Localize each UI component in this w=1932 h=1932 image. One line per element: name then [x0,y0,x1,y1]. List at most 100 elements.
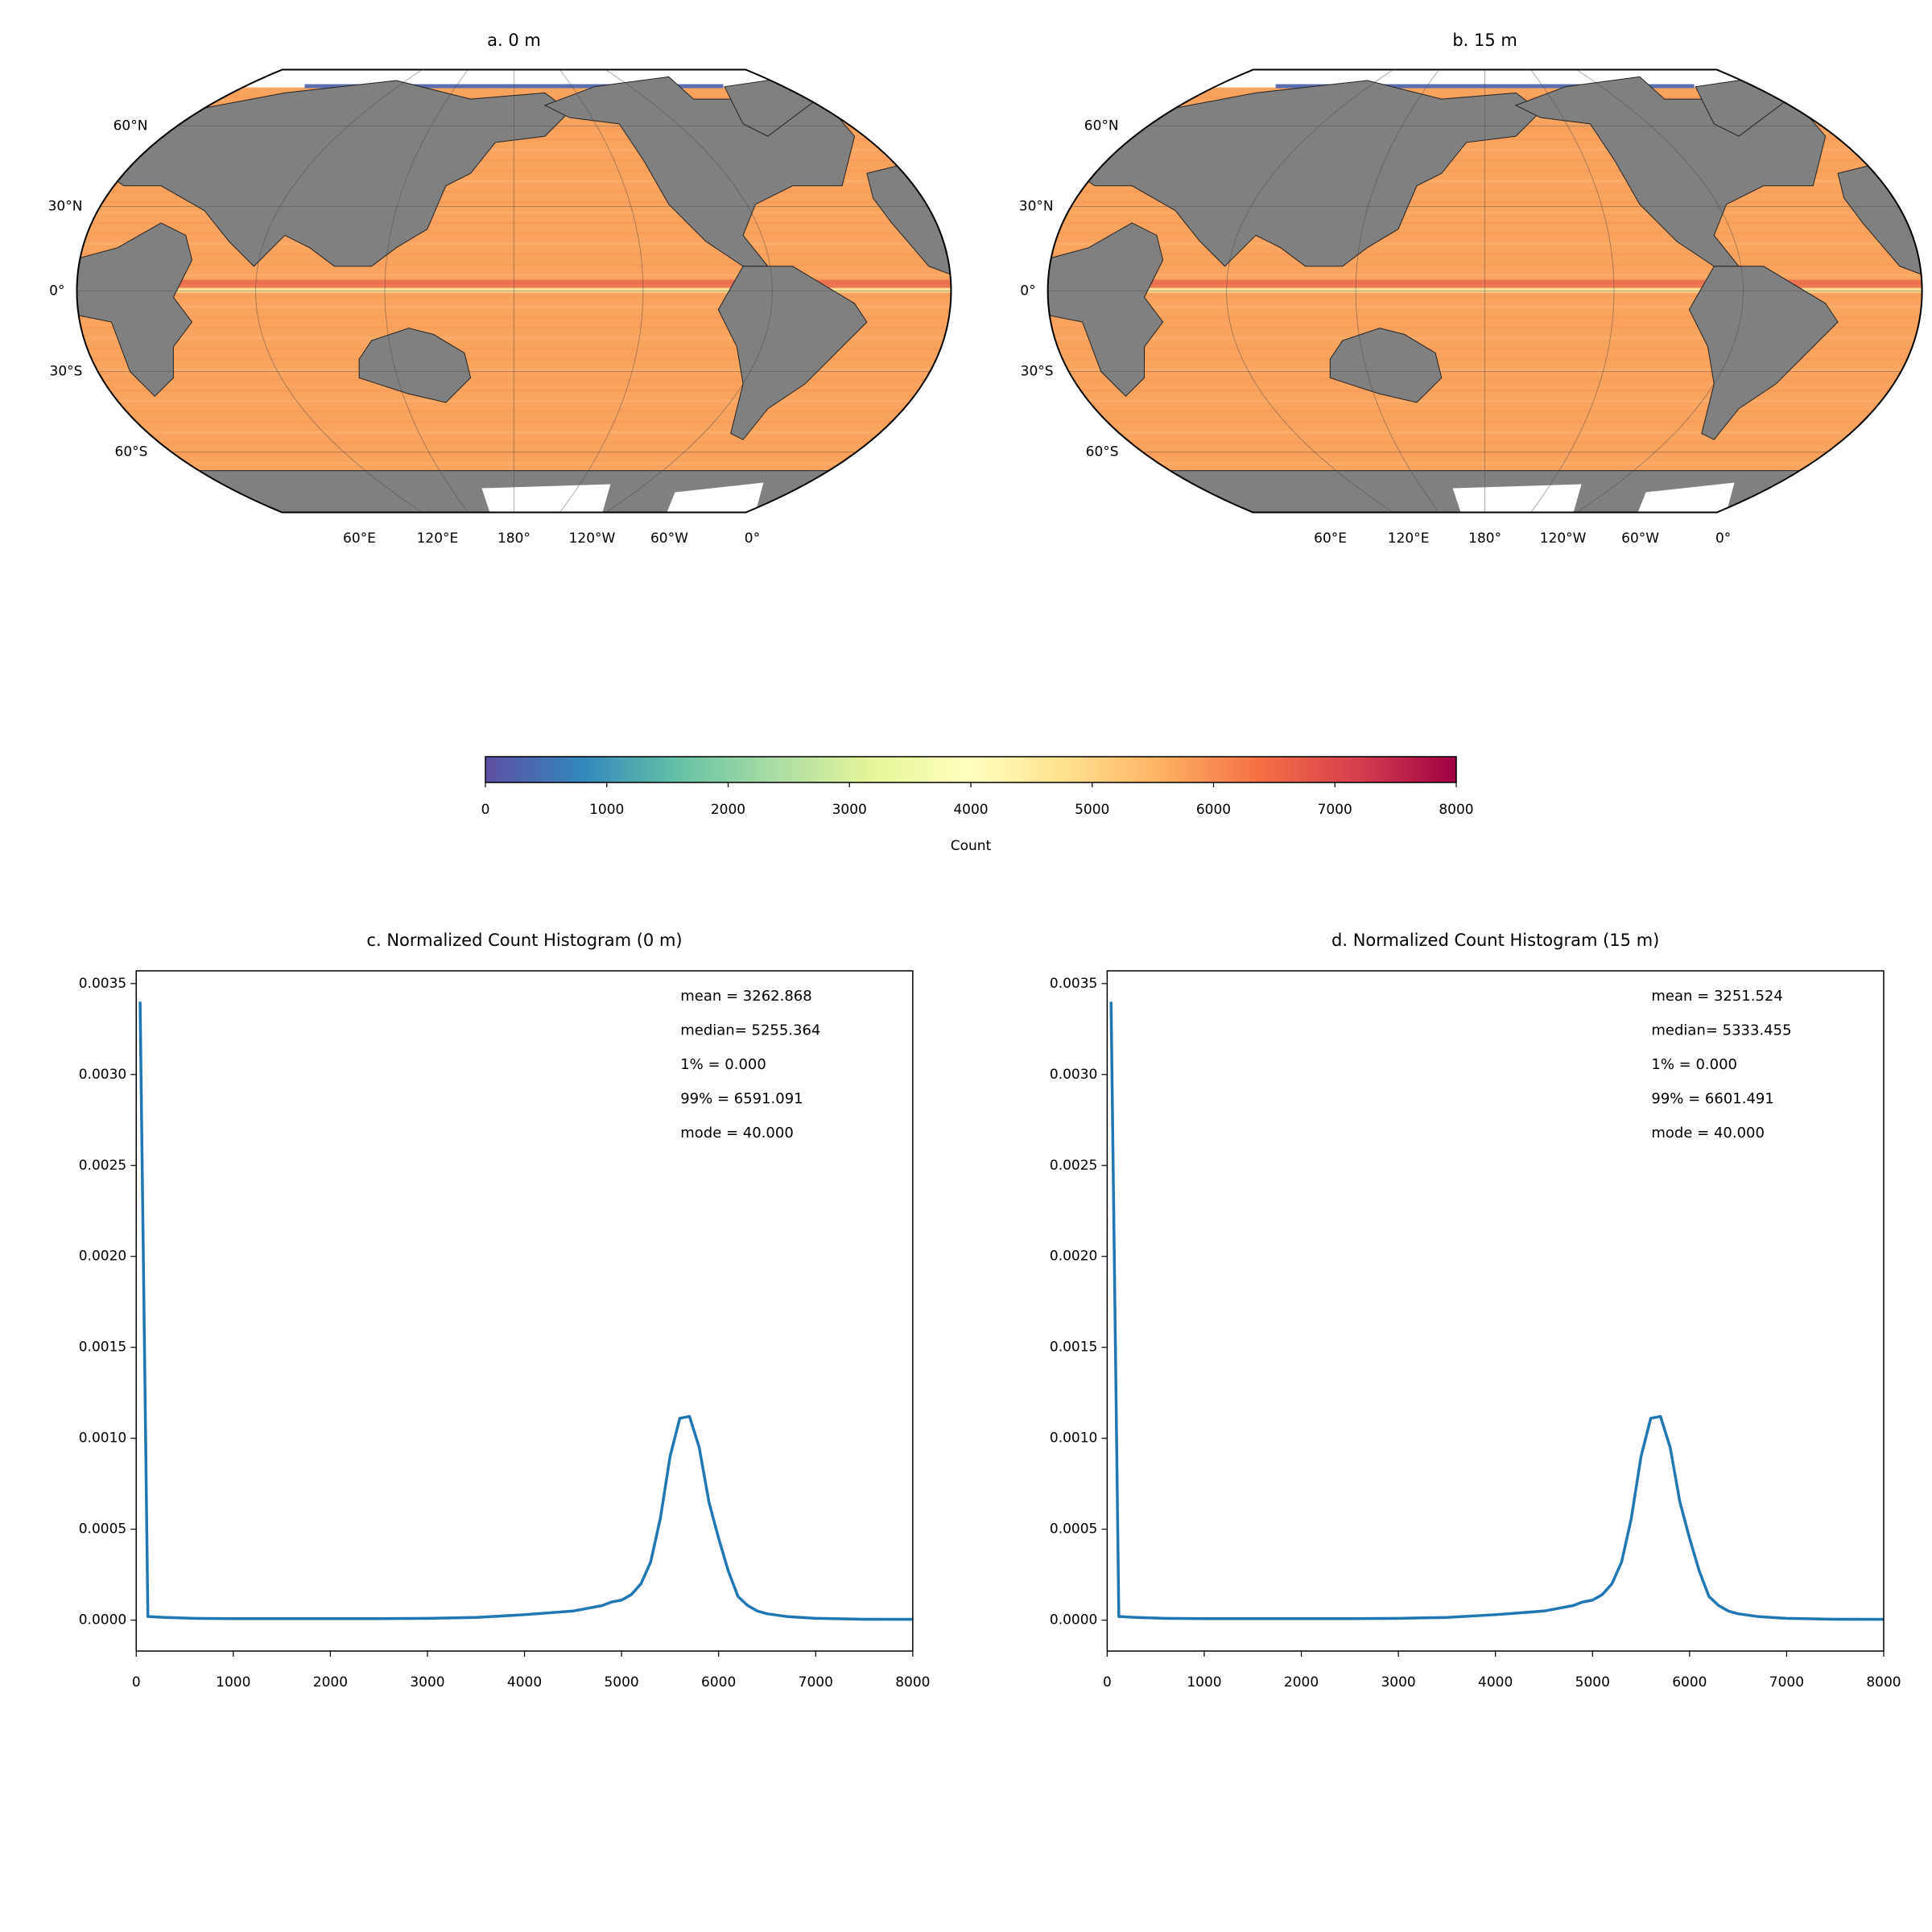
y-tick-label: 0.0000 [1050,1612,1097,1629]
x-tick-label: 4000 [1478,1674,1513,1690]
meridian [384,69,469,513]
y-tick-label: 0.0020 [1050,1249,1097,1265]
x-tick-label: 5000 [604,1674,638,1690]
x-tick-label: 3000 [410,1674,444,1690]
x-tick-label: 7000 [799,1674,833,1690]
x-tick-label: 2000 [313,1674,348,1690]
lon-label: 180° [497,530,530,547]
y-tick-label: 0.0010 [1050,1430,1097,1447]
x-tick-label: 8000 [1866,1674,1901,1690]
land [358,328,472,403]
x-tick-label: 4000 [507,1674,542,1690]
lat-label: 60°S [1086,444,1119,460]
lon-label: 120°W [1540,530,1587,547]
colorbar-tick-label: 7000 [1318,802,1352,818]
meridian [1530,69,1615,513]
lon-label: 120°E [417,530,459,547]
stat-annotation: mode = 40.000 [680,1125,794,1141]
map-outline [1046,68,1923,514]
colorbar-tick-label: 2000 [711,802,745,818]
lat-label: 30°N [48,199,83,215]
colorbar-tick-label: 5000 [1075,802,1109,818]
colorbar-tick-label: 0 [481,802,490,818]
y-tick-label: 0.0030 [1050,1067,1097,1083]
meridian [559,69,644,513]
meridian [1355,69,1439,513]
axes-frame [1106,970,1885,1652]
meridian [1226,69,1393,513]
stat-annotation: median= 5255.364 [680,1022,820,1039]
lon-label: 60°E [343,530,376,547]
land [1047,470,1922,513]
meridian [1576,69,1744,513]
x-tick-label: 6000 [701,1674,736,1690]
lat-label: 30°N [1019,199,1054,215]
x-tick-label: 3000 [1381,1674,1415,1690]
x-tick-label: 0 [1103,1674,1112,1690]
map-body [1047,69,1922,513]
lon-label: 120°W [569,530,616,547]
y-tick-label: 0.0030 [79,1067,126,1083]
y-tick-label: 0.0020 [79,1249,126,1265]
lon-label: 0° [745,530,760,547]
y-tick-label: 0.0025 [79,1158,126,1174]
meridian [255,69,423,513]
x-tick-label: 2000 [1284,1674,1319,1690]
lon-label: 0° [1715,530,1731,547]
stat-annotation: 1% = 0.000 [680,1056,766,1073]
x-tick-label: 6000 [1672,1674,1707,1690]
stat-annotation: 99% = 6591.091 [680,1091,803,1108]
stat-annotation: mean = 3262.868 [680,988,811,1005]
stat-annotation: mode = 40.000 [1651,1125,1765,1141]
colorbar [485,756,1457,783]
map-title: a. 0 m [487,31,541,50]
plot-title: d. Normalized Count Histogram (15 m) [1331,931,1659,950]
y-tick-label: 0.0015 [79,1340,126,1356]
x-tick-label: 0 [132,1674,141,1690]
lat-label: 60°N [114,118,148,134]
stat-annotation: mean = 3251.524 [1651,988,1782,1005]
x-tick-label: 7000 [1769,1674,1804,1690]
y-tick-label: 0.0000 [79,1612,126,1629]
map-outline [76,68,952,514]
land [1688,266,1839,440]
land [1047,222,1164,398]
stat-annotation: 99% = 6601.491 [1651,1091,1773,1108]
y-tick-label: 0.0005 [79,1521,126,1538]
land [1329,328,1443,403]
land [717,266,868,440]
colorbar-label: Count [951,838,992,854]
land [76,222,193,398]
map-title: b. 15 m [1452,31,1517,50]
map-body [76,69,952,513]
stat-annotation: 1% = 0.000 [1651,1056,1737,1073]
lat-label: 30°S [50,364,83,380]
colorbar-tick-label: 8000 [1439,802,1473,818]
ice-shelf [481,482,764,513]
histogram-line [1109,1001,1885,1621]
axes-frame [135,970,914,1652]
ice-shelf [1452,482,1735,513]
x-tick-label: 5000 [1575,1674,1610,1690]
y-tick-label: 0.0005 [1050,1521,1097,1538]
y-tick-label: 0.0025 [1050,1158,1097,1174]
x-tick-label: 1000 [216,1674,250,1690]
lon-label: 60°W [1621,530,1659,547]
y-tick-label: 0.0035 [79,976,126,992]
histogram-line [138,1001,913,1621]
y-tick-label: 0.0035 [1050,976,1097,992]
plot-title: c. Normalized Count Histogram (0 m) [366,931,682,950]
x-tick-label: 1000 [1187,1674,1221,1690]
lat-label: 60°S [115,444,148,460]
y-tick-label: 0.0010 [79,1430,126,1447]
lat-label: 0° [1020,283,1035,299]
lon-label: 60°W [650,530,688,547]
lat-label: 0° [49,283,64,299]
colorbar-tick-label: 3000 [832,802,867,818]
colorbar-tick-label: 4000 [953,802,988,818]
x-tick-label: 8000 [895,1674,930,1690]
lat-label: 60°N [1084,118,1119,134]
lon-label: 60°E [1314,530,1347,547]
stat-annotation: median= 5333.455 [1651,1022,1791,1039]
